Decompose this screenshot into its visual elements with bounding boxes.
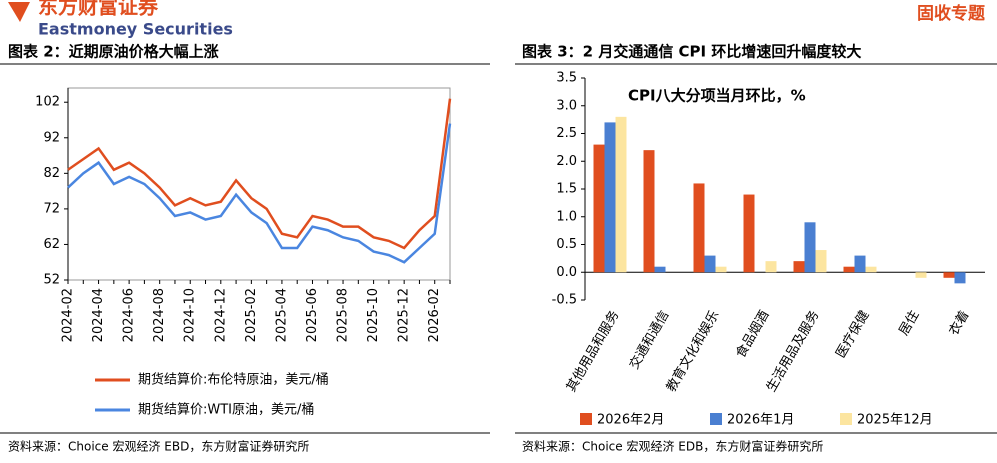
bar	[654, 266, 666, 273]
bar	[765, 261, 777, 273]
chart-title: 图表 2：近期原油价格大幅上涨	[8, 43, 219, 61]
bar	[915, 272, 927, 278]
bar	[715, 266, 727, 273]
y-tick-label: 82	[43, 166, 60, 181]
y-tick-label: 72	[43, 201, 60, 216]
bar	[954, 272, 966, 284]
y-tick-label: 52	[43, 273, 60, 288]
x-tick-label: 居住	[896, 308, 922, 338]
bar	[593, 144, 605, 273]
y-tick-label: -0.5	[552, 293, 577, 308]
legend-label: 2026年1月	[727, 413, 794, 428]
bar	[693, 183, 705, 273]
logo-icon	[8, 2, 30, 22]
bar	[604, 122, 616, 273]
x-tick-label: 2025-12	[397, 288, 412, 342]
legend-label: 期货结算价:WTI原油，美元/桶	[138, 402, 314, 418]
plot-frame	[67, 87, 451, 281]
x-tick-label: 2024-06	[122, 288, 137, 342]
source: 资料来源：Choice 宏观经济 EBD，东方财富证券研究所	[8, 439, 309, 454]
x-tick-label: 生活用品及服务	[763, 308, 822, 395]
annotation: CPI八大分项当月环比，%	[628, 87, 806, 105]
y-tick-label: 1.5	[556, 182, 577, 197]
y-tick-label: 92	[43, 130, 60, 145]
x-tick-label: 2024-02	[61, 288, 76, 342]
legend-label: 期货结算价:布伦特原油，美元/桶	[138, 372, 329, 388]
bar	[704, 255, 716, 273]
x-tick-label: 2026-02	[427, 288, 442, 342]
y-tick-label: 0.5	[556, 237, 577, 252]
x-tick-label: 2025-10	[366, 288, 381, 342]
bar	[815, 250, 827, 273]
line-series	[67, 123, 452, 264]
y-tick-label: 3.0	[556, 98, 577, 113]
y-tick-label: 0.0	[556, 265, 577, 280]
x-tick-label: 2024-04	[91, 288, 106, 342]
bar	[943, 272, 955, 278]
x-tick-label: 2025-04	[274, 288, 289, 342]
y-tick-label: 3.5	[556, 71, 577, 86]
x-tick-label: 教育文化和娱乐	[663, 308, 722, 395]
bar	[865, 266, 877, 273]
bar	[804, 222, 816, 273]
y-tick-label: 2.5	[556, 126, 577, 141]
bar	[843, 266, 855, 273]
y-tick-label: 62	[43, 237, 60, 252]
legend-label: 2025年12月	[857, 413, 933, 428]
x-tick-label: 2025-02	[244, 288, 259, 342]
x-tick-label: 2024-12	[213, 288, 228, 342]
x-tick-label: 2024-08	[152, 288, 167, 342]
source: 资料来源：Choice 宏观经济 EDB，东方财富证券研究所	[522, 439, 823, 454]
legend-label: 2026年2月	[597, 413, 664, 428]
legend-swatch	[580, 413, 592, 425]
chart-title: 图表 3：2 月交通通信 CPI 环比增速回升幅度较大	[522, 43, 861, 61]
y-tick-label: 102	[35, 95, 60, 110]
legend-swatch	[710, 413, 722, 425]
x-tick-label: 医疗保健	[833, 308, 872, 361]
x-tick-label: 2024-10	[183, 288, 198, 342]
report-tag: 固收专题	[917, 3, 986, 24]
x-tick-label: 交通和通信	[626, 308, 672, 372]
bar	[615, 116, 627, 273]
x-tick-label: 衣着	[946, 308, 973, 339]
x-tick-label: 2025-08	[336, 288, 351, 342]
bar	[743, 194, 755, 273]
x-tick-label: 食品烟酒	[733, 308, 773, 361]
bar	[793, 261, 805, 273]
bar	[643, 150, 655, 273]
logo-en: Eastmoney Securities	[38, 20, 233, 39]
logo: 东方财富证券	[38, 0, 159, 19]
line-series	[67, 98, 452, 250]
y-tick-label: 2.0	[556, 154, 577, 169]
x-tick-label: 其他用品和服务	[563, 308, 622, 395]
y-tick-label: 1.0	[556, 209, 577, 224]
bar	[854, 255, 866, 273]
legend-swatch	[840, 413, 852, 425]
x-tick-label: 2025-06	[305, 288, 320, 342]
